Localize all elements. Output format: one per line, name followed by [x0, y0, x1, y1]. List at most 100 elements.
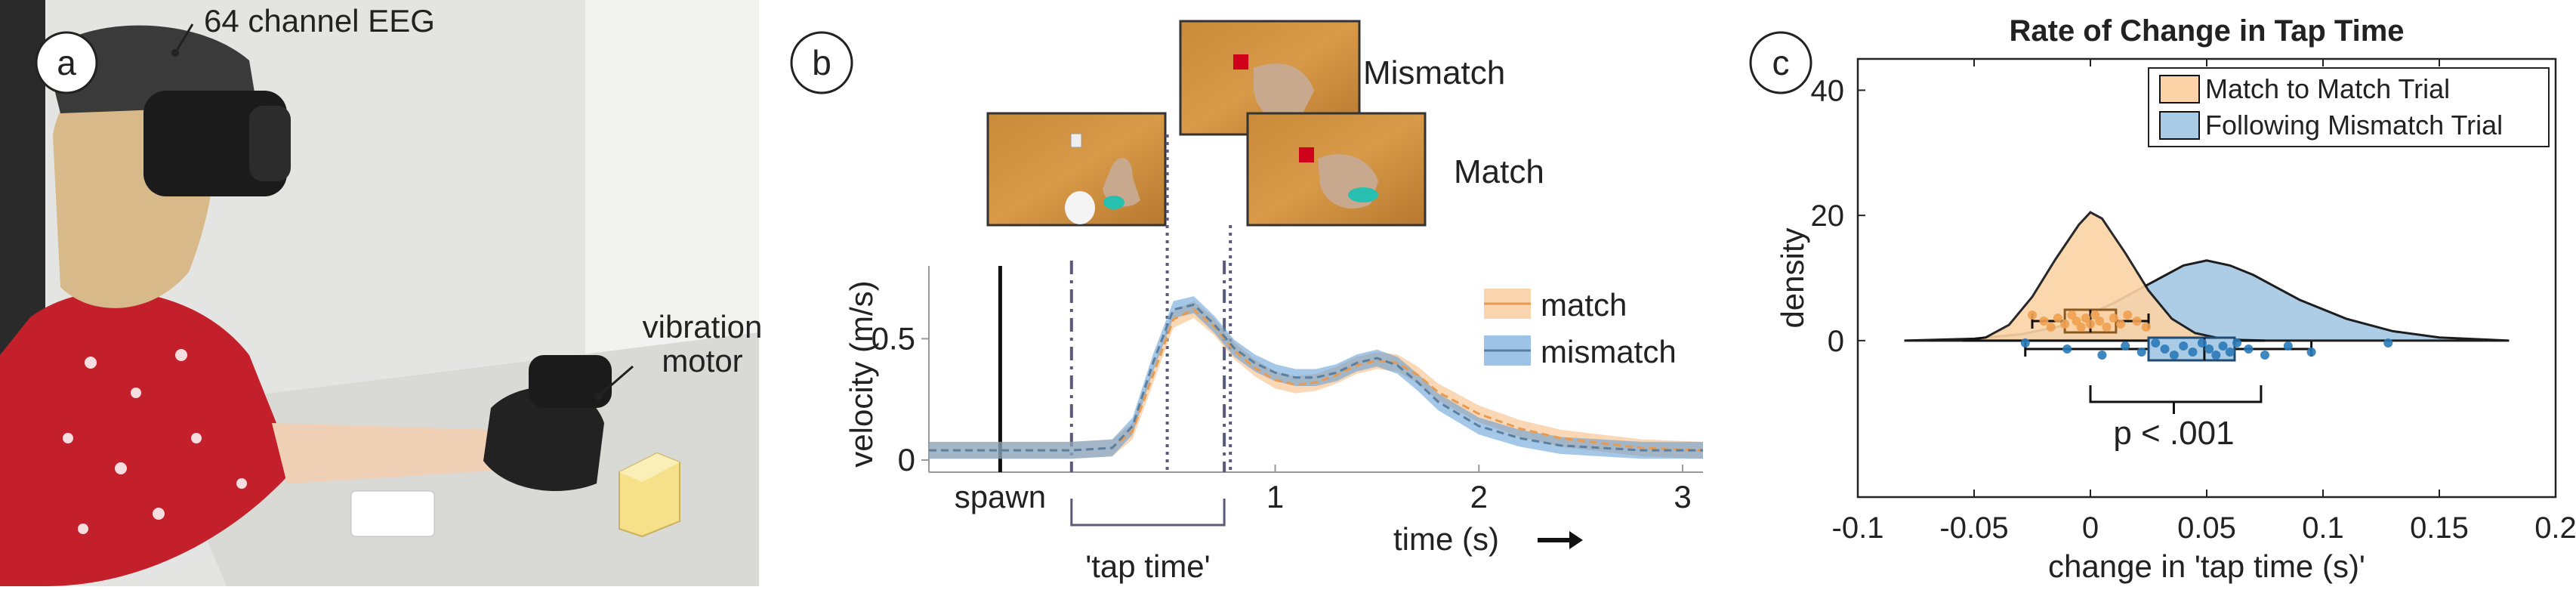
data-point [2062, 344, 2072, 354]
data-point [2179, 341, 2189, 351]
data-point [2244, 344, 2254, 354]
data-point [2046, 323, 2056, 332]
photo-wall [585, 0, 759, 378]
data-point [2136, 348, 2146, 357]
density-x-tick-label: 0 [2082, 511, 2099, 545]
data-point [2028, 310, 2037, 320]
data-point [2260, 351, 2269, 360]
panel-c-letter-circle [1749, 31, 1812, 94]
data-point [2097, 351, 2107, 360]
data-point [2132, 317, 2142, 326]
density-chart-title: Rate of Change in Tap Time [2009, 14, 2404, 48]
data-point [2109, 314, 2118, 323]
points-mismatch [2020, 338, 2393, 360]
data-point [2039, 317, 2049, 326]
density-x-tick-label: 0.2 [2534, 511, 2576, 545]
data-point [2160, 344, 2170, 354]
density-x-label: change in 'tap time (s)' [2048, 548, 2365, 584]
density-x-tick-label: -0.1 [1832, 511, 1884, 545]
data-point [2283, 341, 2293, 351]
tap-time-label: 'tap time' [1085, 548, 1210, 584]
data-point [2197, 338, 2207, 348]
data-point [2218, 341, 2228, 351]
density-legend: Match to Match Trial Following Mismatch … [2148, 67, 2550, 147]
vr-controller [529, 355, 612, 408]
p-value-label: p < .001 [2113, 415, 2234, 452]
legend-swatch-following-mismatch [2159, 111, 2200, 140]
velocity-x-tick-label: 1 [1266, 479, 1284, 514]
velocity-x-ticks: 1 2 3 [1266, 465, 1692, 514]
data-point [2169, 351, 2179, 360]
density-x-tick-label: -0.05 [1939, 511, 2008, 545]
data-point [2020, 338, 2030, 348]
arm [272, 423, 529, 483]
mismatch-thumbnail-label: Mismatch [1363, 54, 1505, 91]
velocity-y-label: velocity (m/s) [844, 280, 879, 467]
scene-thumbnail-start [986, 112, 1167, 227]
data-point [2211, 351, 2221, 360]
data-point [2151, 338, 2161, 348]
yellow-cube-top [619, 453, 680, 482]
eeg-label: 64 channel EEG [204, 3, 435, 39]
red-shirt [0, 291, 295, 586]
panel-c: c Rate of Change in Tap Time -0.1 -0.05 0 0… [1749, 14, 2576, 584]
panel-a-photo: a 64 channel EEG vibration motor [0, 0, 762, 586]
panel-b-letter-circle [790, 31, 853, 94]
data-point [2188, 348, 2198, 357]
density-x-tick-label: 0.15 [2410, 511, 2469, 545]
legend-label-match: match [1541, 287, 1627, 323]
data-point [2102, 323, 2112, 332]
shirt-pattern [63, 349, 247, 534]
mismatch-mean-line [929, 303, 1703, 452]
data-point [2121, 341, 2130, 351]
scene-thumbnail-match [1246, 112, 1427, 227]
data-point [2232, 338, 2242, 348]
mismatch-confidence-band [929, 296, 1703, 459]
data-point [2306, 348, 2316, 357]
velocity-x-label: time (s) [1393, 521, 1499, 557]
density-x-tick-label: 0.05 [2177, 511, 2236, 545]
density-y-tick-label: 40 [1811, 74, 1845, 107]
data-point [2225, 348, 2235, 357]
motor-label-line2: motor [662, 343, 742, 378]
tap-time-bracket [1070, 499, 1226, 527]
electrodes [350, 490, 435, 537]
data-point [2076, 323, 2086, 332]
data-point [2204, 344, 2214, 354]
x-arrow [1538, 531, 1583, 549]
legend-label-match-to-match: Match to Match Trial [2205, 73, 2450, 104]
density-legend-box [2148, 67, 2550, 147]
spawn-label: spawn [955, 479, 1046, 514]
density-curve-mismatch [1904, 259, 2510, 342]
density-y-ticks: 0 20 40 [1811, 74, 1865, 358]
panel-c-letter: c [1772, 43, 1790, 82]
data-point [2060, 320, 2070, 329]
match-thumbnail-label: Match [1454, 153, 1544, 190]
velocity-y-ticks: 00.5 [872, 320, 929, 477]
data-point [2086, 320, 2095, 329]
velocity-x-tick-label: 3 [1674, 479, 1691, 514]
data-point [2141, 323, 2151, 332]
significance-bracket [2089, 385, 2263, 414]
velocity-legend: match mismatch [1484, 287, 1677, 369]
legend-label-following-mismatch: Following Mismatch Trial [2205, 110, 2503, 141]
legend-label-mismatch: mismatch [1541, 334, 1677, 369]
motor-label-pointer [597, 365, 634, 398]
velocity-y-tick-label: 0 [898, 442, 915, 477]
vibration-glove [483, 387, 604, 491]
data-point [2123, 310, 2133, 320]
legend-swatch-match-to-match [2159, 75, 2200, 103]
motor-label-dot [594, 393, 602, 400]
eeg-label-pointer [174, 23, 194, 54]
match-mean-line [929, 308, 1704, 452]
density-y-tick-label: 0 [1828, 325, 1844, 358]
motor-label-line1: vibration [643, 309, 763, 344]
data-point [2095, 317, 2105, 326]
panel-a-letter: a [57, 43, 76, 82]
points-match [2028, 310, 2151, 332]
velocity-y-tick-label: 0.5 [872, 320, 915, 356]
panel-b-letter: b [812, 43, 831, 82]
